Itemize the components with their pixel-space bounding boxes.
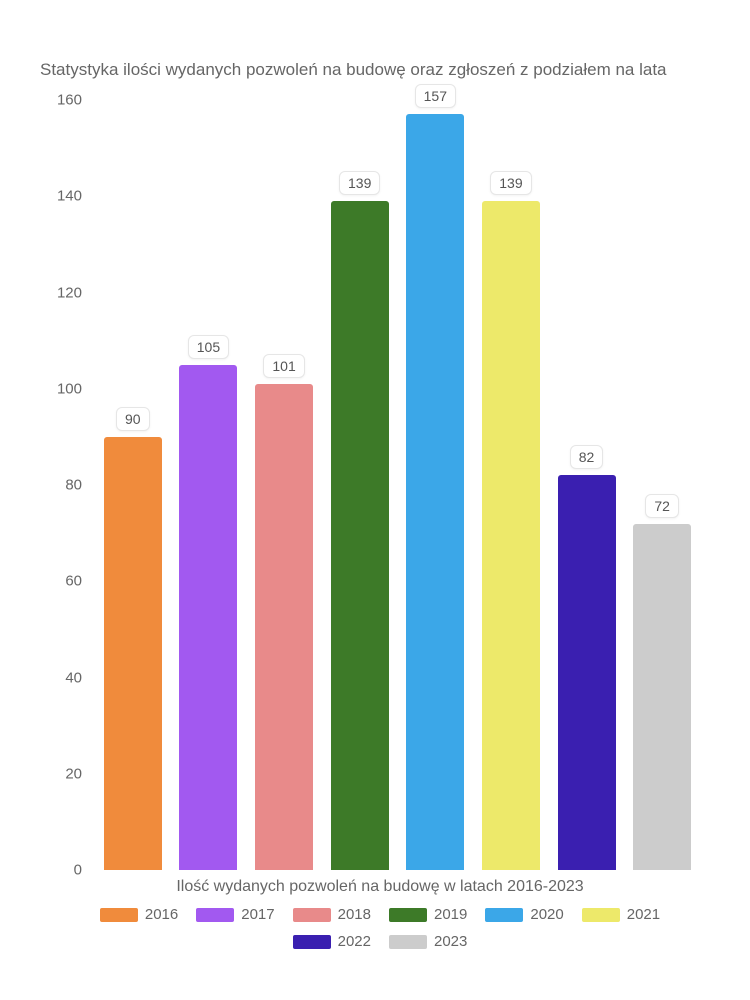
legend-item-2021: 2021 <box>582 906 660 923</box>
bar-rect <box>255 384 313 870</box>
legend-label: 2020 <box>530 906 563 923</box>
y-tick: 20 <box>65 765 82 782</box>
bar-2018: 101 <box>255 384 313 870</box>
legend-swatch <box>293 935 331 949</box>
bar-2016: 90 <box>104 437 162 870</box>
legend-label: 2017 <box>241 906 274 923</box>
legend-item-2018: 2018 <box>293 906 371 923</box>
bar-rect <box>331 201 389 870</box>
y-tick: 140 <box>57 188 82 205</box>
bar-rect <box>179 365 237 870</box>
bar-2021: 139 <box>482 201 540 870</box>
bar-rect <box>633 524 691 871</box>
y-tick: 100 <box>57 380 82 397</box>
bar-rect <box>104 437 162 870</box>
plot-area: 160 140 120 100 80 60 40 20 0 90 105 101 13… <box>40 100 700 870</box>
bar-value-label: 157 <box>415 84 456 108</box>
legend-label: 2023 <box>434 933 467 950</box>
bar-rect <box>406 114 464 870</box>
bar-value-label: 82 <box>570 445 604 469</box>
x-axis-label: Ilość wydanych pozwoleń na budowę w lata… <box>40 878 720 896</box>
legend-label: 2016 <box>145 906 178 923</box>
y-tick: 0 <box>74 862 82 879</box>
legend-item-2019: 2019 <box>389 906 467 923</box>
bar-rect <box>482 201 540 870</box>
bar-value-label: 101 <box>263 354 304 378</box>
y-tick: 160 <box>57 92 82 109</box>
bar-2017: 105 <box>179 365 237 870</box>
legend-item-2020: 2020 <box>485 906 563 923</box>
legend-label: 2022 <box>338 933 371 950</box>
bar-2020: 157 <box>406 114 464 870</box>
legend-item-2022: 2022 <box>293 933 371 950</box>
y-tick: 80 <box>65 477 82 494</box>
y-axis: 160 140 120 100 80 60 40 20 0 <box>40 100 90 870</box>
legend-item-2017: 2017 <box>196 906 274 923</box>
bar-2019: 139 <box>331 201 389 870</box>
bar-2023: 72 <box>633 524 691 871</box>
legend-swatch <box>582 908 620 922</box>
bar-2022: 82 <box>558 475 616 870</box>
bar-value-label: 72 <box>645 494 679 518</box>
y-tick: 60 <box>65 573 82 590</box>
y-tick: 120 <box>57 284 82 301</box>
legend-swatch <box>100 908 138 922</box>
bar-rect <box>558 475 616 870</box>
bar-value-label: 139 <box>490 171 531 195</box>
bar-value-label: 105 <box>188 335 229 359</box>
legend-label: 2019 <box>434 906 467 923</box>
legend-item-2016: 2016 <box>100 906 178 923</box>
legend: 2016 2017 2018 2019 2020 2021 2022 2023 <box>40 906 720 950</box>
legend-swatch <box>485 908 523 922</box>
legend-swatch <box>196 908 234 922</box>
legend-item-2023: 2023 <box>389 933 467 950</box>
legend-label: 2018 <box>338 906 371 923</box>
chart-container: Statystyka ilości wydanych pozwoleń na b… <box>40 60 720 960</box>
legend-swatch <box>293 908 331 922</box>
y-tick: 40 <box>65 669 82 686</box>
bar-value-label: 90 <box>116 407 150 431</box>
legend-swatch <box>389 935 427 949</box>
chart-title: Statystyka ilości wydanych pozwoleń na b… <box>40 60 720 80</box>
legend-swatch <box>389 908 427 922</box>
legend-label: 2021 <box>627 906 660 923</box>
bars-area: 901051011391571398272 <box>95 100 700 870</box>
bar-value-label: 139 <box>339 171 380 195</box>
